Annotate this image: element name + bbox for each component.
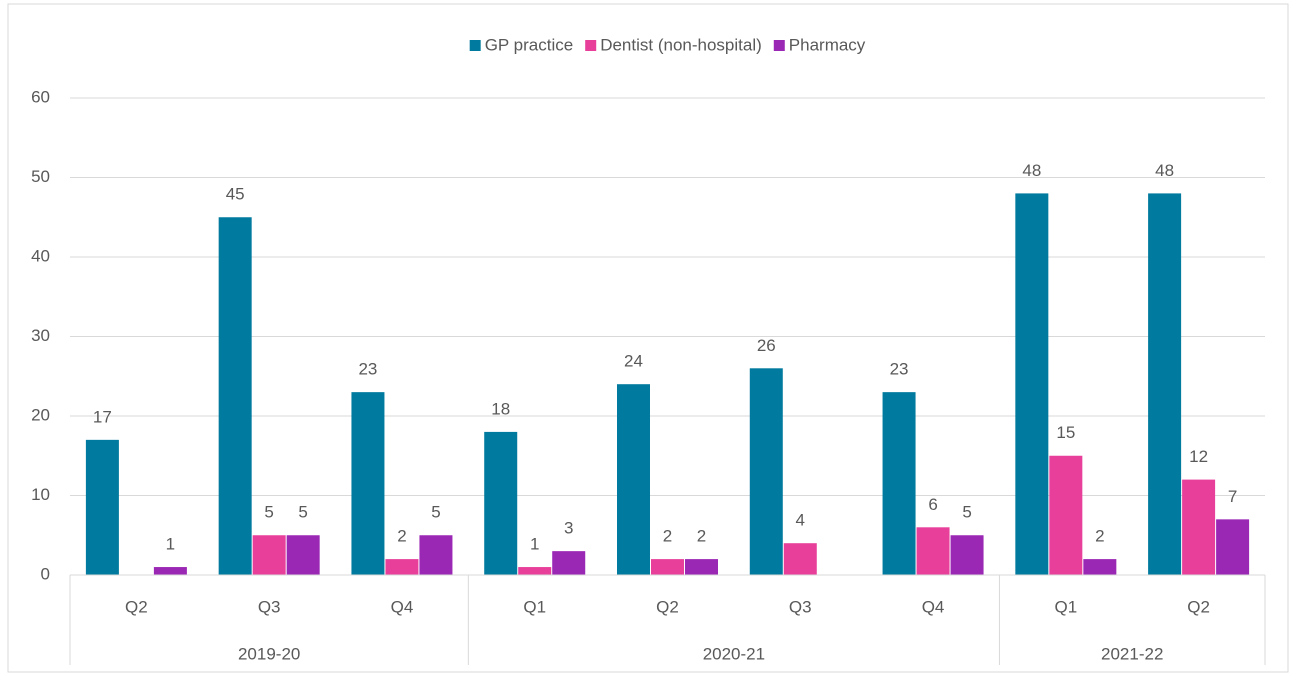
data-label: 6	[928, 495, 937, 514]
bar	[1083, 559, 1117, 575]
bar	[651, 559, 684, 575]
y-tick-label: 40	[31, 246, 50, 265]
bar	[518, 567, 552, 575]
x-tick-label: Q4	[391, 597, 414, 616]
bar	[286, 535, 320, 575]
bar	[153, 567, 187, 575]
x-tick-label: Q3	[258, 597, 281, 616]
legend: GP practice Dentist (non-hospital) Pharmac…	[469, 35, 866, 54]
y-tick-label: 30	[31, 326, 50, 345]
bar	[1049, 455, 1083, 575]
data-label: 1	[166, 535, 175, 554]
data-label: 26	[757, 336, 776, 355]
legend-label: Dentist (non-hospital)	[600, 35, 762, 54]
group-label: 2020-21	[703, 644, 765, 663]
bar	[617, 384, 650, 575]
bar	[419, 535, 453, 575]
bar	[1148, 193, 1182, 575]
data-label: 7	[1228, 487, 1237, 506]
data-label: 23	[890, 360, 909, 379]
data-label: 2	[663, 527, 672, 546]
data-label: 2	[697, 527, 706, 546]
bar	[783, 543, 817, 575]
data-label: 5	[962, 503, 971, 522]
bar	[916, 527, 950, 575]
data-label: 2	[397, 527, 406, 546]
group-label: 2019-20	[238, 644, 300, 663]
data-label: 18	[491, 399, 510, 418]
data-label: 48	[1022, 161, 1041, 180]
y-tick-label: 0	[41, 564, 50, 583]
x-tick-label: Q2	[656, 597, 679, 616]
data-label: 24	[624, 352, 643, 371]
bar	[552, 551, 586, 575]
data-label: 12	[1189, 447, 1208, 466]
x-tick-label: Q4	[922, 597, 945, 616]
legend-label: Pharmacy	[789, 35, 866, 54]
data-label: 2	[1095, 527, 1104, 546]
bar	[484, 431, 518, 575]
bar	[385, 559, 419, 575]
bar	[882, 392, 916, 575]
legend-swatch	[585, 40, 597, 51]
legend-swatch	[773, 40, 785, 51]
data-label: 1	[530, 535, 539, 554]
bar	[749, 368, 783, 575]
y-tick-label: 20	[31, 405, 50, 424]
data-label: 4	[796, 511, 805, 530]
data-label: 5	[431, 503, 440, 522]
bar	[685, 559, 718, 575]
data-label: 45	[226, 185, 245, 204]
bar	[1182, 479, 1216, 575]
data-label: 3	[564, 519, 573, 538]
data-label: 5	[264, 503, 273, 522]
bar	[950, 535, 984, 575]
x-tick-label: Q3	[789, 597, 812, 616]
data-label: 5	[298, 503, 307, 522]
x-tick-label: Q1	[1054, 597, 1077, 616]
x-tick-label: Q1	[523, 597, 546, 616]
legend-swatch	[469, 40, 481, 51]
bar	[1015, 193, 1049, 575]
x-tick-label: Q2	[1187, 597, 1210, 616]
y-tick-label: 60	[31, 87, 50, 106]
data-label: 23	[358, 360, 377, 379]
bar	[85, 439, 119, 575]
bar	[1216, 519, 1250, 575]
data-label: 48	[1155, 161, 1174, 180]
data-label: 17	[93, 407, 112, 426]
x-tick-label: Q2	[125, 597, 148, 616]
data-label: 15	[1056, 423, 1075, 442]
bar	[351, 392, 385, 575]
legend-label: GP practice	[485, 35, 574, 54]
y-tick-label: 50	[31, 167, 50, 186]
y-tick-label: 10	[31, 485, 50, 504]
group-label: 2021-22	[1101, 644, 1163, 663]
bar	[252, 535, 286, 575]
bar	[218, 217, 252, 575]
